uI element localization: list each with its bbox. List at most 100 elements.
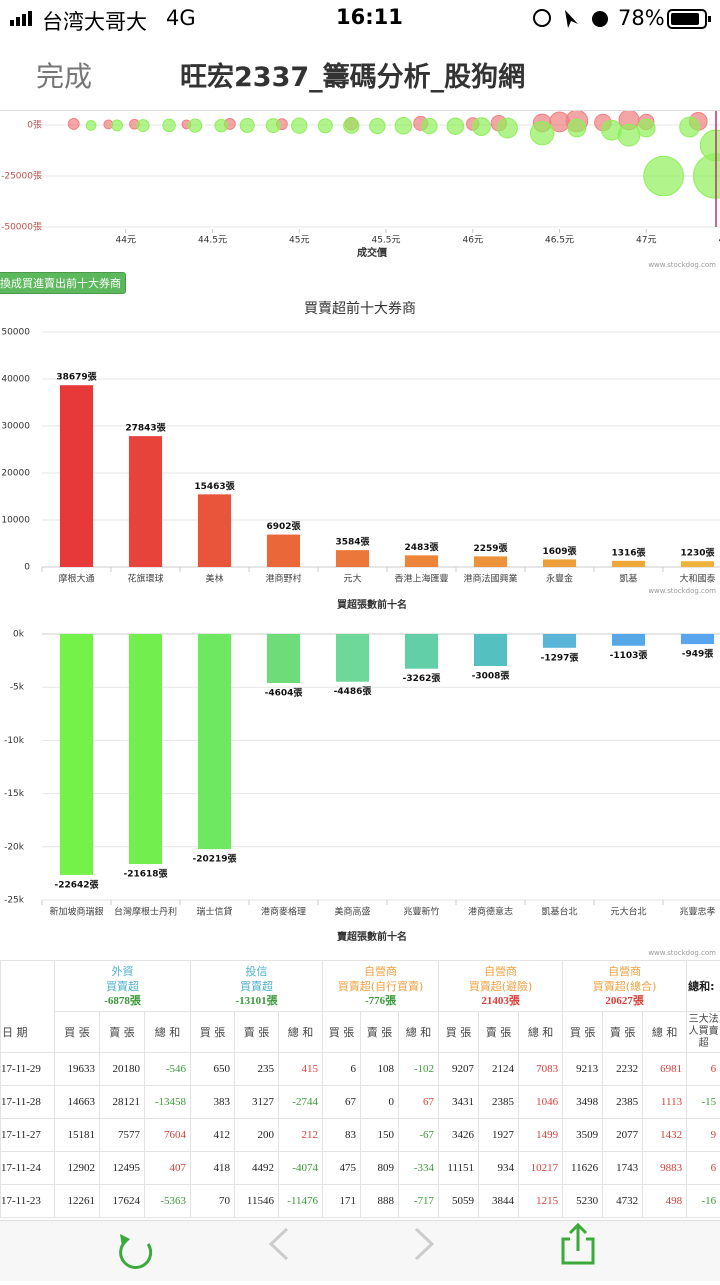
number-cell: 20180 bbox=[100, 1053, 145, 1086]
forward-button[interactable] bbox=[416, 1229, 432, 1259]
category-label: 美林 bbox=[205, 573, 223, 585]
group-total: -13101張 bbox=[192, 994, 321, 1009]
number-cell: 171 bbox=[323, 1185, 361, 1218]
date-cell: 17-11-24 bbox=[1, 1152, 55, 1185]
bar bbox=[198, 634, 231, 849]
value-label: -949張 bbox=[682, 648, 715, 660]
value-label: 1230張 bbox=[680, 547, 715, 559]
number-cell: 235 bbox=[235, 1053, 279, 1086]
group-name: 自營商 bbox=[440, 964, 561, 979]
last-group-header: 總和: bbox=[687, 961, 720, 1012]
number-cell: 83 bbox=[323, 1119, 361, 1152]
y-tick-label: -25000張 bbox=[1, 171, 42, 182]
number-cell: -11476 bbox=[279, 1185, 323, 1218]
time: 16:11 bbox=[336, 5, 403, 29]
bar bbox=[612, 634, 645, 646]
bar bbox=[129, 436, 162, 567]
number-cell: 12495 bbox=[100, 1152, 145, 1185]
toolbar-icons bbox=[0, 1221, 720, 1281]
number-cell: 3509 bbox=[563, 1119, 603, 1152]
number-cell: 11546 bbox=[235, 1185, 279, 1218]
number-cell: 108 bbox=[361, 1053, 399, 1086]
x-axis-title: 買超張數前十名 bbox=[337, 598, 407, 611]
value-label: -1297張 bbox=[541, 651, 580, 663]
group-header: 自營商買賣超(總合)20627張 bbox=[563, 961, 687, 1012]
category-label: 港商法國興業 bbox=[463, 573, 517, 585]
bubble bbox=[318, 119, 332, 133]
number-cell: -717 bbox=[399, 1185, 439, 1218]
category-label: 台灣摩根士丹利 bbox=[114, 906, 177, 918]
group-sub: 買賣超(自行買賣) bbox=[324, 979, 437, 994]
value-label: 1316張 bbox=[611, 546, 646, 558]
number-cell: 12902 bbox=[55, 1152, 100, 1185]
bubble bbox=[292, 118, 307, 133]
number-cell: 2232 bbox=[603, 1053, 643, 1086]
number-cell: -4074 bbox=[279, 1152, 323, 1185]
value-label: 2259張 bbox=[473, 542, 508, 554]
number-cell: -5363 bbox=[145, 1185, 191, 1218]
bar bbox=[405, 634, 438, 669]
number-cell: 475 bbox=[323, 1152, 361, 1185]
category-label: 美商高盛 bbox=[334, 906, 370, 918]
bar bbox=[198, 494, 231, 567]
y-tick-label: 10000 bbox=[1, 516, 30, 526]
back-button[interactable] bbox=[271, 1229, 287, 1259]
number-cell: 6 bbox=[323, 1053, 361, 1086]
column-header: 賣 張 bbox=[235, 1012, 279, 1053]
done-button[interactable]: 完成 bbox=[36, 55, 92, 95]
table-head: 日 期外資買賣超-6878張投信買賣超-13101張自營商買賣超(自行買賣)-7… bbox=[1, 961, 720, 1053]
bubble bbox=[68, 119, 79, 130]
switch-button[interactable]: 換成買進賣出前十大券商 bbox=[0, 272, 126, 294]
y-tick-label: 0k bbox=[13, 630, 25, 640]
refresh-button[interactable] bbox=[120, 1234, 151, 1267]
bubble bbox=[344, 118, 359, 133]
category-label: 元大 bbox=[343, 573, 361, 585]
category-label: 大和國泰 bbox=[679, 573, 715, 585]
column-header: 總 和 bbox=[643, 1012, 687, 1053]
bubble bbox=[189, 119, 202, 132]
value-label: -22642張 bbox=[54, 878, 99, 890]
bubble bbox=[240, 118, 254, 132]
signal-icon bbox=[6, 0, 46, 40]
number-cell: 28121 bbox=[100, 1086, 145, 1119]
number-cell: 7604 bbox=[145, 1119, 191, 1152]
column-header: 買 張 bbox=[439, 1012, 479, 1053]
group-row: 日 期外資買賣超-6878張投信買賣超-13101張自營商買賣超(自行買賣)-7… bbox=[1, 961, 720, 1012]
group-sub: 買賣超(總合) bbox=[564, 979, 685, 994]
watermark: www.stockdog.com bbox=[648, 261, 716, 269]
bubble bbox=[86, 121, 96, 131]
number-cell: 7577 bbox=[100, 1119, 145, 1152]
number-cell: -334 bbox=[399, 1152, 439, 1185]
number-cell: 2077 bbox=[603, 1119, 643, 1152]
last-sub-header: 三大法人買賣超 bbox=[687, 1012, 720, 1053]
y-tick-label: 50000 bbox=[1, 328, 30, 338]
number-cell: 19633 bbox=[55, 1053, 100, 1086]
number-cell: 3127 bbox=[235, 1086, 279, 1119]
bubble bbox=[530, 121, 553, 144]
column-header: 賣 張 bbox=[603, 1012, 643, 1053]
y-tick-label: -15k bbox=[4, 789, 25, 799]
column-header: 總 和 bbox=[145, 1012, 191, 1053]
number-cell: 1215 bbox=[519, 1185, 563, 1218]
number-cell: 415 bbox=[279, 1053, 323, 1086]
value-label: 27843張 bbox=[125, 422, 166, 434]
bubble bbox=[680, 117, 700, 137]
number-cell: 15181 bbox=[55, 1119, 100, 1152]
number-cell: 418 bbox=[191, 1152, 235, 1185]
date-cell: 17-11-28 bbox=[1, 1086, 55, 1119]
bubble bbox=[395, 118, 412, 135]
number-cell: 383 bbox=[191, 1086, 235, 1119]
bar bbox=[474, 556, 507, 567]
bar bbox=[60, 634, 93, 875]
number-cell: 1046 bbox=[519, 1086, 563, 1119]
share-button[interactable] bbox=[563, 1225, 593, 1263]
number-cell: 6 bbox=[687, 1053, 720, 1086]
x-tick-label: 44.5元 bbox=[198, 236, 227, 246]
nav-bar: 完成 旺宏2337_籌碼分析_股狗網 bbox=[0, 40, 720, 111]
bubble bbox=[163, 119, 176, 132]
number-cell: 9883 bbox=[643, 1152, 687, 1185]
number-cell: 212 bbox=[279, 1119, 323, 1152]
number-cell: 1432 bbox=[643, 1119, 687, 1152]
number-cell: 412 bbox=[191, 1119, 235, 1152]
